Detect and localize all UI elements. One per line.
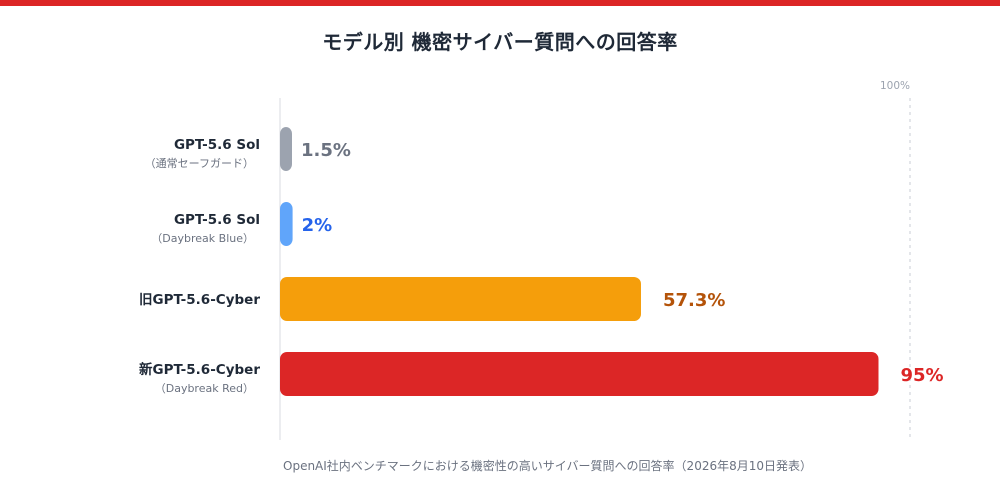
category-sublabel-3: （Daybreak Red） xyxy=(155,382,254,395)
category-label-1: GPT-5.6 Sol xyxy=(174,212,260,228)
chart-footnote: OpenAI社内ベンチマークにおける機密性の高いサイバー質問への回答率（2026… xyxy=(283,459,813,473)
bar-0 xyxy=(280,127,292,171)
value-label-0: 1.5% xyxy=(301,140,351,161)
top-accent-bar xyxy=(0,0,1000,6)
bar-3 xyxy=(280,352,879,396)
category-sublabel-1: （Daybreak Blue） xyxy=(151,232,254,245)
category-label-3: 新GPT-5.6-Cyber xyxy=(139,361,260,378)
value-label-2: 57.3% xyxy=(663,290,725,311)
chart-title: モデル別 機密サイバー質問への回答率 xyxy=(322,30,678,54)
category-label-0: GPT-5.6 Sol xyxy=(174,137,260,153)
value-label-3: 95% xyxy=(901,365,944,386)
category-label-2: 旧GPT-5.6-Cyber xyxy=(139,292,260,308)
tick-label-100: 100% xyxy=(880,80,910,92)
category-sublabel-0: （通常セーフガード） xyxy=(145,157,254,170)
bar-1 xyxy=(280,202,293,246)
bar-2 xyxy=(280,277,641,321)
value-label-1: 2% xyxy=(302,215,333,236)
